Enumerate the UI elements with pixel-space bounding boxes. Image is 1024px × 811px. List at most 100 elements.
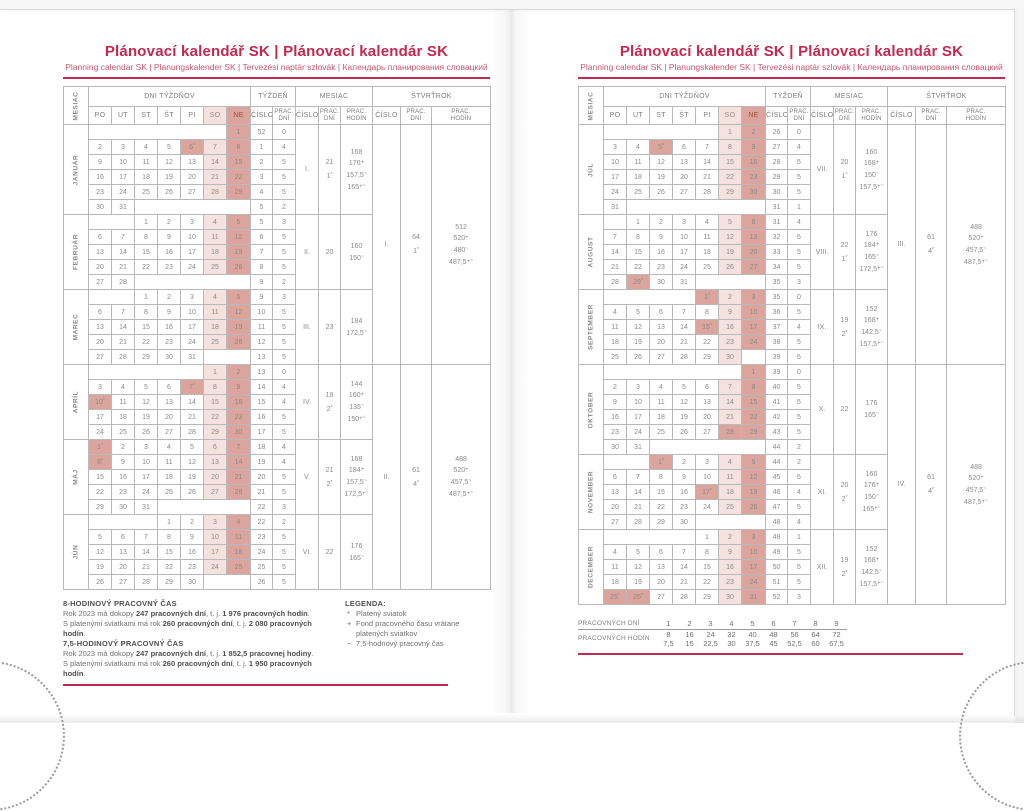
- value-stack: 176 165~: [342, 541, 372, 564]
- week-number-cell: 13: [250, 364, 273, 380]
- day-cell: 19: [626, 574, 650, 590]
- value-line: 176: [865, 231, 878, 238]
- month-group: MESIAC: [294, 86, 374, 107]
- quarter-group: ŠTVRŤROK: [372, 86, 492, 107]
- week-workdays-cell: 5: [272, 334, 296, 350]
- day-cell: 18: [226, 544, 251, 560]
- week-number-cell: 14: [250, 379, 273, 395]
- header-line: DNÍ: [324, 115, 335, 122]
- quarter-workhours-header: PRAC. HODÍN: [946, 106, 1007, 125]
- paid-holiday-marker: *: [416, 479, 419, 486]
- day-cell: 15: [226, 154, 251, 170]
- day-cell: 26: [226, 334, 251, 350]
- week-workdays-cell: 5: [787, 304, 811, 320]
- legend-symbol: ~: [347, 639, 352, 648]
- holiday-day-cell: 17*: [695, 484, 719, 500]
- calendar-week-row: 30 31 44 2: [579, 439, 1006, 455]
- value-stack: 176 184+ 165~ 172,5+~: [857, 229, 887, 275]
- value-line: 21: [325, 159, 334, 166]
- plus-marker: +: [877, 341, 881, 347]
- header-line: HODÍN: [346, 115, 367, 122]
- day-cell: 18: [203, 244, 227, 260]
- week-number-cell: 17: [250, 424, 273, 440]
- day-cell: 27: [649, 349, 673, 365]
- page-bottom-shadow: [0, 714, 1024, 723]
- day-cell: 27: [88, 274, 112, 290]
- reduced-hours-marker: ~: [360, 253, 364, 260]
- reduced-hours-marker: ~: [360, 553, 364, 560]
- day-cell: 3: [88, 379, 112, 395]
- calendar-week-row: 22 23 24 25 26 27 28 21 5: [64, 484, 491, 500]
- week-workdays-cell: 2: [272, 199, 296, 215]
- week-workdays-cell: 5: [787, 169, 811, 185]
- day-cell: 1: [718, 124, 742, 140]
- week-number-cell: 4: [250, 184, 273, 200]
- day-cell: 12: [649, 154, 673, 170]
- day-cell: 19: [718, 244, 742, 260]
- day-cell: 8: [741, 379, 766, 395]
- day-cell: 17: [603, 169, 627, 185]
- calendar-week-row: 3 4 5* 6 7 8 9 27 4: [579, 139, 1006, 155]
- plus-marker: +: [875, 242, 880, 248]
- calendar-week-row: JANUÁR 1 52 0 I. 21 1* 168 176+ 157,5~ 165+~ I. 64 1*…: [63, 124, 492, 365]
- calendar-week-row: 25 26 27 28 29 30 39 5: [579, 349, 1006, 365]
- month-workdays-cell: 20 2*: [833, 454, 856, 530]
- holiday-day-cell: 1*: [695, 289, 719, 305]
- header-line: PRAC.: [346, 109, 367, 115]
- planning-calendar-table: MESIAC DNI TÝŽDŇOV TÝŽDEŇ MESIAC ŠTVRŤROK PO U…: [63, 86, 492, 590]
- day-cell: 24: [180, 334, 204, 350]
- calendar-week-row: 26 27 28 29 30 26 5: [64, 574, 491, 590]
- day-cell: 12: [226, 229, 251, 245]
- month-workdays-cell: 22: [318, 514, 341, 590]
- text-segment: , t. j.: [206, 649, 223, 658]
- day-cell: 15: [157, 544, 181, 560]
- value-line: 172,5+~: [344, 490, 369, 498]
- week-number-cell: 5: [250, 214, 273, 230]
- day-cell: 23: [180, 559, 204, 575]
- week-number-cell: 35: [765, 274, 788, 290]
- title-rule: [578, 77, 1005, 79]
- week-number-cell: 13: [250, 349, 273, 365]
- day-cell: 11: [603, 319, 627, 335]
- reduced-hours-marker: ~: [983, 485, 987, 492]
- day-cell: 24: [695, 499, 719, 515]
- value-stack: 22: [320, 546, 340, 559]
- week-workdays-cell: 4: [272, 394, 296, 410]
- value-line: 176+: [348, 159, 365, 167]
- week-number-cell: 51: [765, 574, 788, 590]
- day-cell: 1: [226, 124, 251, 140]
- workhours-8h-value: 40: [748, 629, 757, 639]
- month-label-november: NOVEMBER: [578, 454, 604, 530]
- empty-days-cell: [649, 439, 766, 455]
- day-cell: 4: [203, 289, 227, 305]
- day-cell: 23: [649, 259, 673, 275]
- day-cell: 28: [603, 274, 627, 290]
- month-workdays-cell: 21 2*: [318, 439, 341, 515]
- week-workdays-cell: 2: [272, 514, 296, 530]
- day-cell: 18: [695, 244, 719, 260]
- value-line: 480~: [453, 245, 469, 254]
- day-cell: 4: [157, 439, 181, 455]
- empty-days-cell: [741, 349, 766, 365]
- week-workdays-cell: 5: [272, 424, 296, 440]
- month-label-text: NOVEMBER: [587, 470, 595, 514]
- day-cell: 21: [134, 559, 158, 575]
- reduced-hours-marker: ~: [363, 170, 367, 177]
- day-cell: 14: [180, 394, 204, 410]
- value-line: 19: [840, 556, 849, 564]
- holiday-day-cell: 28: [718, 424, 742, 440]
- value-line: 157,5+~: [859, 580, 884, 588]
- value-line: 157,5+~: [859, 340, 884, 348]
- paid-holiday-marker: *: [640, 278, 643, 284]
- value-line: 520+: [453, 467, 469, 474]
- day-cell: 2: [180, 514, 204, 530]
- week-number-cell: 49: [765, 544, 788, 560]
- value-line: 172,5+~: [859, 265, 884, 273]
- value-line: 488: [970, 223, 982, 231]
- day-cell: 11: [111, 394, 135, 410]
- value-line: 20: [840, 481, 849, 489]
- week-workdays-cell: 5: [787, 499, 811, 515]
- day-cell: 7: [626, 469, 650, 485]
- value-line: 520+: [968, 474, 984, 482]
- bold-value: 247 pracovných dní: [135, 609, 206, 618]
